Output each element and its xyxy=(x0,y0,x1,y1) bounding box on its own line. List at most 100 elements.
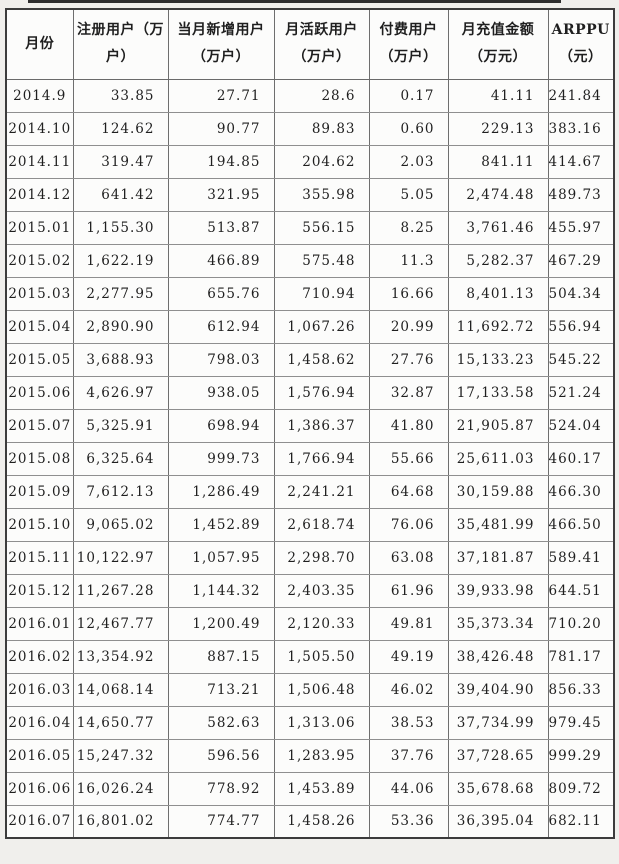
value-cell-active_users: 28.6 xyxy=(273,78,370,113)
value-cell-active_users: 2,403.35 xyxy=(273,573,370,608)
value-cell-active_users: 1,386.37 xyxy=(273,408,370,443)
value-cell-new_users: 513.87 xyxy=(167,210,275,245)
value-cell-arppu: 781.17 xyxy=(547,639,615,674)
table-row: 2016.03 14,068.14 713.21 1,506.48 46.02 39,40… xyxy=(5,672,615,707)
header-row: 月份 注册用户（万 户） 当月新增用户 （万户） 月活跃用户 （万户） 付费用户 （万户） 月充值… xyxy=(5,8,615,80)
value-cell-active_users: 2,120.33 xyxy=(273,606,370,641)
value-cell-registered_users: 124.62 xyxy=(72,111,169,146)
month-cell: 2015.01 xyxy=(5,210,74,245)
value-cell-arppu: 710.20 xyxy=(547,606,615,641)
table-row: 2016.06 16,026.24 778.92 1,453.89 44.06 35,67… xyxy=(5,771,615,806)
value-cell-new_users: 887.15 xyxy=(167,639,275,674)
value-cell-arppu: 455.97 xyxy=(547,210,615,245)
value-cell-recharge_amount: 41.11 xyxy=(447,78,549,113)
month-cell: 2015.04 xyxy=(5,309,74,344)
value-cell-active_users: 1,313.06 xyxy=(273,705,370,740)
month-cell: 2014.11 xyxy=(5,144,74,179)
table-row: 2015.03 2,277.95 655.76 710.94 16.66 8,401.13… xyxy=(5,276,615,311)
month-cell: 2015.12 xyxy=(5,573,74,608)
value-cell-paying_users: 32.87 xyxy=(368,375,449,410)
value-cell-arppu: 856.33 xyxy=(547,672,615,707)
value-cell-new_users: 774.77 xyxy=(167,804,275,839)
value-cell-registered_users: 1,155.30 xyxy=(72,210,169,245)
table-row: 2016.01 12,467.77 1,200.49 2,120.33 49.81 35,… xyxy=(5,606,615,641)
column-header-line: （万户） xyxy=(292,49,351,66)
value-cell-paying_users: 63.08 xyxy=(368,540,449,575)
table-row: 2015.01 1,155.30 513.87 556.15 8.25 3,761.46 4… xyxy=(5,210,615,245)
value-cell-arppu: 524.04 xyxy=(547,408,615,443)
column-header-line: （元） xyxy=(559,49,603,66)
value-cell-new_users: 778.92 xyxy=(167,771,275,806)
value-cell-new_users: 194.85 xyxy=(167,144,275,179)
column-header-line: （万户） xyxy=(379,49,438,66)
value-cell-active_users: 710.94 xyxy=(273,276,370,311)
value-cell-recharge_amount: 37,181.87 xyxy=(447,540,549,575)
value-cell-registered_users: 14,650.77 xyxy=(72,705,169,740)
value-cell-registered_users: 14,068.14 xyxy=(72,672,169,707)
table-row: 2015.07 5,325.91 698.94 1,386.37 41.80 21,905… xyxy=(5,408,615,443)
column-header-line: 当月新增用户 xyxy=(177,22,265,39)
value-cell-paying_users: 38.53 xyxy=(368,705,449,740)
value-cell-new_users: 655.76 xyxy=(167,276,275,311)
table-row: 2016.07 16,801.02 774.77 1,458.26 53.36 36,39… xyxy=(5,804,615,839)
value-cell-recharge_amount: 35,481.99 xyxy=(447,507,549,542)
month-cell: 2015.06 xyxy=(5,375,74,410)
month-cell: 2016.06 xyxy=(5,771,74,806)
value-cell-paying_users: 64.68 xyxy=(368,474,449,509)
value-cell-active_users: 1,458.62 xyxy=(273,342,370,377)
value-cell-active_users: 1,576.94 xyxy=(273,375,370,410)
value-cell-recharge_amount: 11,692.72 xyxy=(447,309,549,344)
value-cell-recharge_amount: 17,133.58 xyxy=(447,375,549,410)
value-cell-recharge_amount: 38,426.48 xyxy=(447,639,549,674)
value-cell-active_users: 1,067.26 xyxy=(273,309,370,344)
value-cell-active_users: 2,618.74 xyxy=(273,507,370,542)
value-cell-active_users: 1,766.94 xyxy=(273,441,370,476)
value-cell-registered_users: 15,247.32 xyxy=(72,738,169,773)
value-cell-registered_users: 1,622.19 xyxy=(72,243,169,278)
value-cell-paying_users: 61.96 xyxy=(368,573,449,608)
value-cell-recharge_amount: 15,133.23 xyxy=(447,342,549,377)
table-row: 2015.11 10,122.97 1,057.95 2,298.70 63.08 37,… xyxy=(5,540,615,575)
month-cell: 2014.9 xyxy=(5,78,74,113)
value-cell-active_users: 1,283.95 xyxy=(273,738,370,773)
user-metrics-table: 月份 注册用户（万 户） 当月新增用户 （万户） 月活跃用户 （万户） 付费用户 （万户） 月充值… xyxy=(5,8,615,839)
value-cell-arppu: 979.45 xyxy=(547,705,615,740)
value-cell-arppu: 383.16 xyxy=(547,111,615,146)
column-header-month: 月份 xyxy=(5,8,74,80)
table-row: 2016.02 13,354.92 887.15 1,505.50 49.19 38,42… xyxy=(5,639,615,674)
value-cell-registered_users: 16,026.24 xyxy=(72,771,169,806)
value-cell-recharge_amount: 229.13 xyxy=(447,111,549,146)
value-cell-recharge_amount: 3,761.46 xyxy=(447,210,549,245)
month-cell: 2016.05 xyxy=(5,738,74,773)
month-cell: 2016.01 xyxy=(5,606,74,641)
value-cell-registered_users: 33.85 xyxy=(72,78,169,113)
value-cell-active_users: 1,506.48 xyxy=(273,672,370,707)
value-cell-arppu: 556.94 xyxy=(547,309,615,344)
value-cell-recharge_amount: 39,933.98 xyxy=(447,573,549,608)
month-cell: 2015.11 xyxy=(5,540,74,575)
value-cell-recharge_amount: 35,678.68 xyxy=(447,771,549,806)
value-cell-registered_users: 641.42 xyxy=(72,177,169,212)
value-cell-registered_users: 6,325.64 xyxy=(72,441,169,476)
value-cell-paying_users: 20.99 xyxy=(368,309,449,344)
value-cell-registered_users: 9,065.02 xyxy=(72,507,169,542)
value-cell-recharge_amount: 37,728.65 xyxy=(447,738,549,773)
value-cell-new_users: 466.89 xyxy=(167,243,275,278)
value-cell-paying_users: 11.3 xyxy=(368,243,449,278)
value-cell-arppu: 460.17 xyxy=(547,441,615,476)
table-row: 2014.12 641.42 321.95 355.98 5.05 2,474.48 489… xyxy=(5,177,615,212)
column-header-registered_users: 注册用户（万 户） xyxy=(72,8,169,80)
column-header-line: 月充值金额 xyxy=(461,22,535,39)
value-cell-recharge_amount: 36,395.04 xyxy=(447,804,549,839)
value-cell-recharge_amount: 841.11 xyxy=(447,144,549,179)
value-cell-arppu: 467.29 xyxy=(547,243,615,278)
value-cell-arppu: 489.73 xyxy=(547,177,615,212)
value-cell-new_users: 612.94 xyxy=(167,309,275,344)
value-cell-recharge_amount: 5,282.37 xyxy=(447,243,549,278)
table-body: 2014.9 33.85 27.71 28.6 0.17 41.11 241.84 2014.… xyxy=(5,78,615,839)
value-cell-recharge_amount: 30,159.88 xyxy=(447,474,549,509)
value-cell-paying_users: 5.05 xyxy=(368,177,449,212)
value-cell-new_users: 999.73 xyxy=(167,441,275,476)
month-cell: 2014.10 xyxy=(5,111,74,146)
value-cell-paying_users: 76.06 xyxy=(368,507,449,542)
